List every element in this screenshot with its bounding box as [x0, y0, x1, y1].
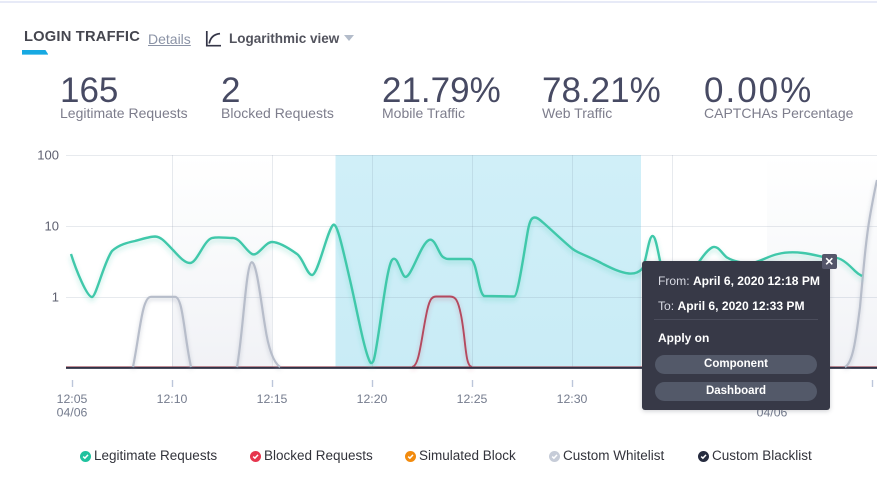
- svg-text:04/06: 04/06: [57, 406, 88, 420]
- svg-text:12:05: 12:05: [57, 392, 88, 406]
- svg-text:12:10: 12:10: [157, 392, 188, 406]
- svg-text:12:15: 12:15: [257, 392, 288, 406]
- svg-text:100: 100: [37, 148, 59, 163]
- svg-text:1: 1: [52, 290, 59, 305]
- svg-text:10: 10: [45, 219, 59, 234]
- svg-text:12:20: 12:20: [357, 392, 388, 406]
- svg-text:12:25: 12:25: [457, 392, 488, 406]
- svg-text:12:30: 12:30: [557, 392, 588, 406]
